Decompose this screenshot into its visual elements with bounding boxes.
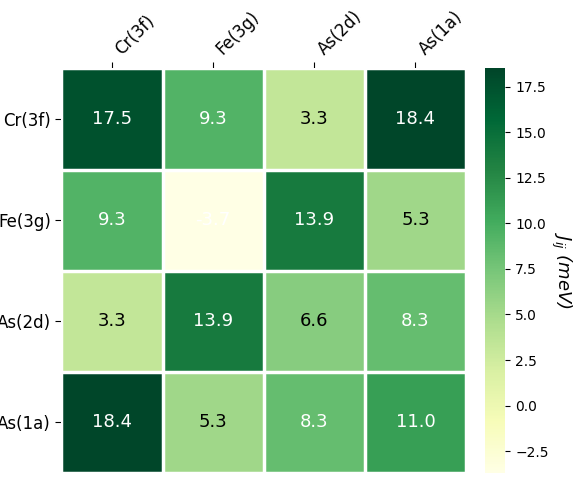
Text: 11.0: 11.0 bbox=[396, 413, 436, 432]
Text: 3.3: 3.3 bbox=[97, 312, 126, 330]
Text: 5.3: 5.3 bbox=[401, 211, 430, 229]
Y-axis label: $J_{ij}$ (meV): $J_{ij}$ (meV) bbox=[549, 232, 574, 309]
Text: 13.9: 13.9 bbox=[294, 211, 334, 229]
Text: 18.4: 18.4 bbox=[396, 110, 436, 128]
Text: 13.9: 13.9 bbox=[193, 312, 233, 330]
Text: 17.5: 17.5 bbox=[92, 110, 132, 128]
Text: 5.3: 5.3 bbox=[199, 413, 227, 432]
Text: 9.3: 9.3 bbox=[97, 211, 126, 229]
Text: 6.6: 6.6 bbox=[300, 312, 328, 330]
Text: 8.3: 8.3 bbox=[401, 312, 430, 330]
Text: 3.3: 3.3 bbox=[300, 110, 329, 128]
Text: 18.4: 18.4 bbox=[92, 413, 132, 432]
Text: 9.3: 9.3 bbox=[199, 110, 227, 128]
Text: 8.3: 8.3 bbox=[300, 413, 329, 432]
Text: -3.7: -3.7 bbox=[195, 211, 231, 229]
